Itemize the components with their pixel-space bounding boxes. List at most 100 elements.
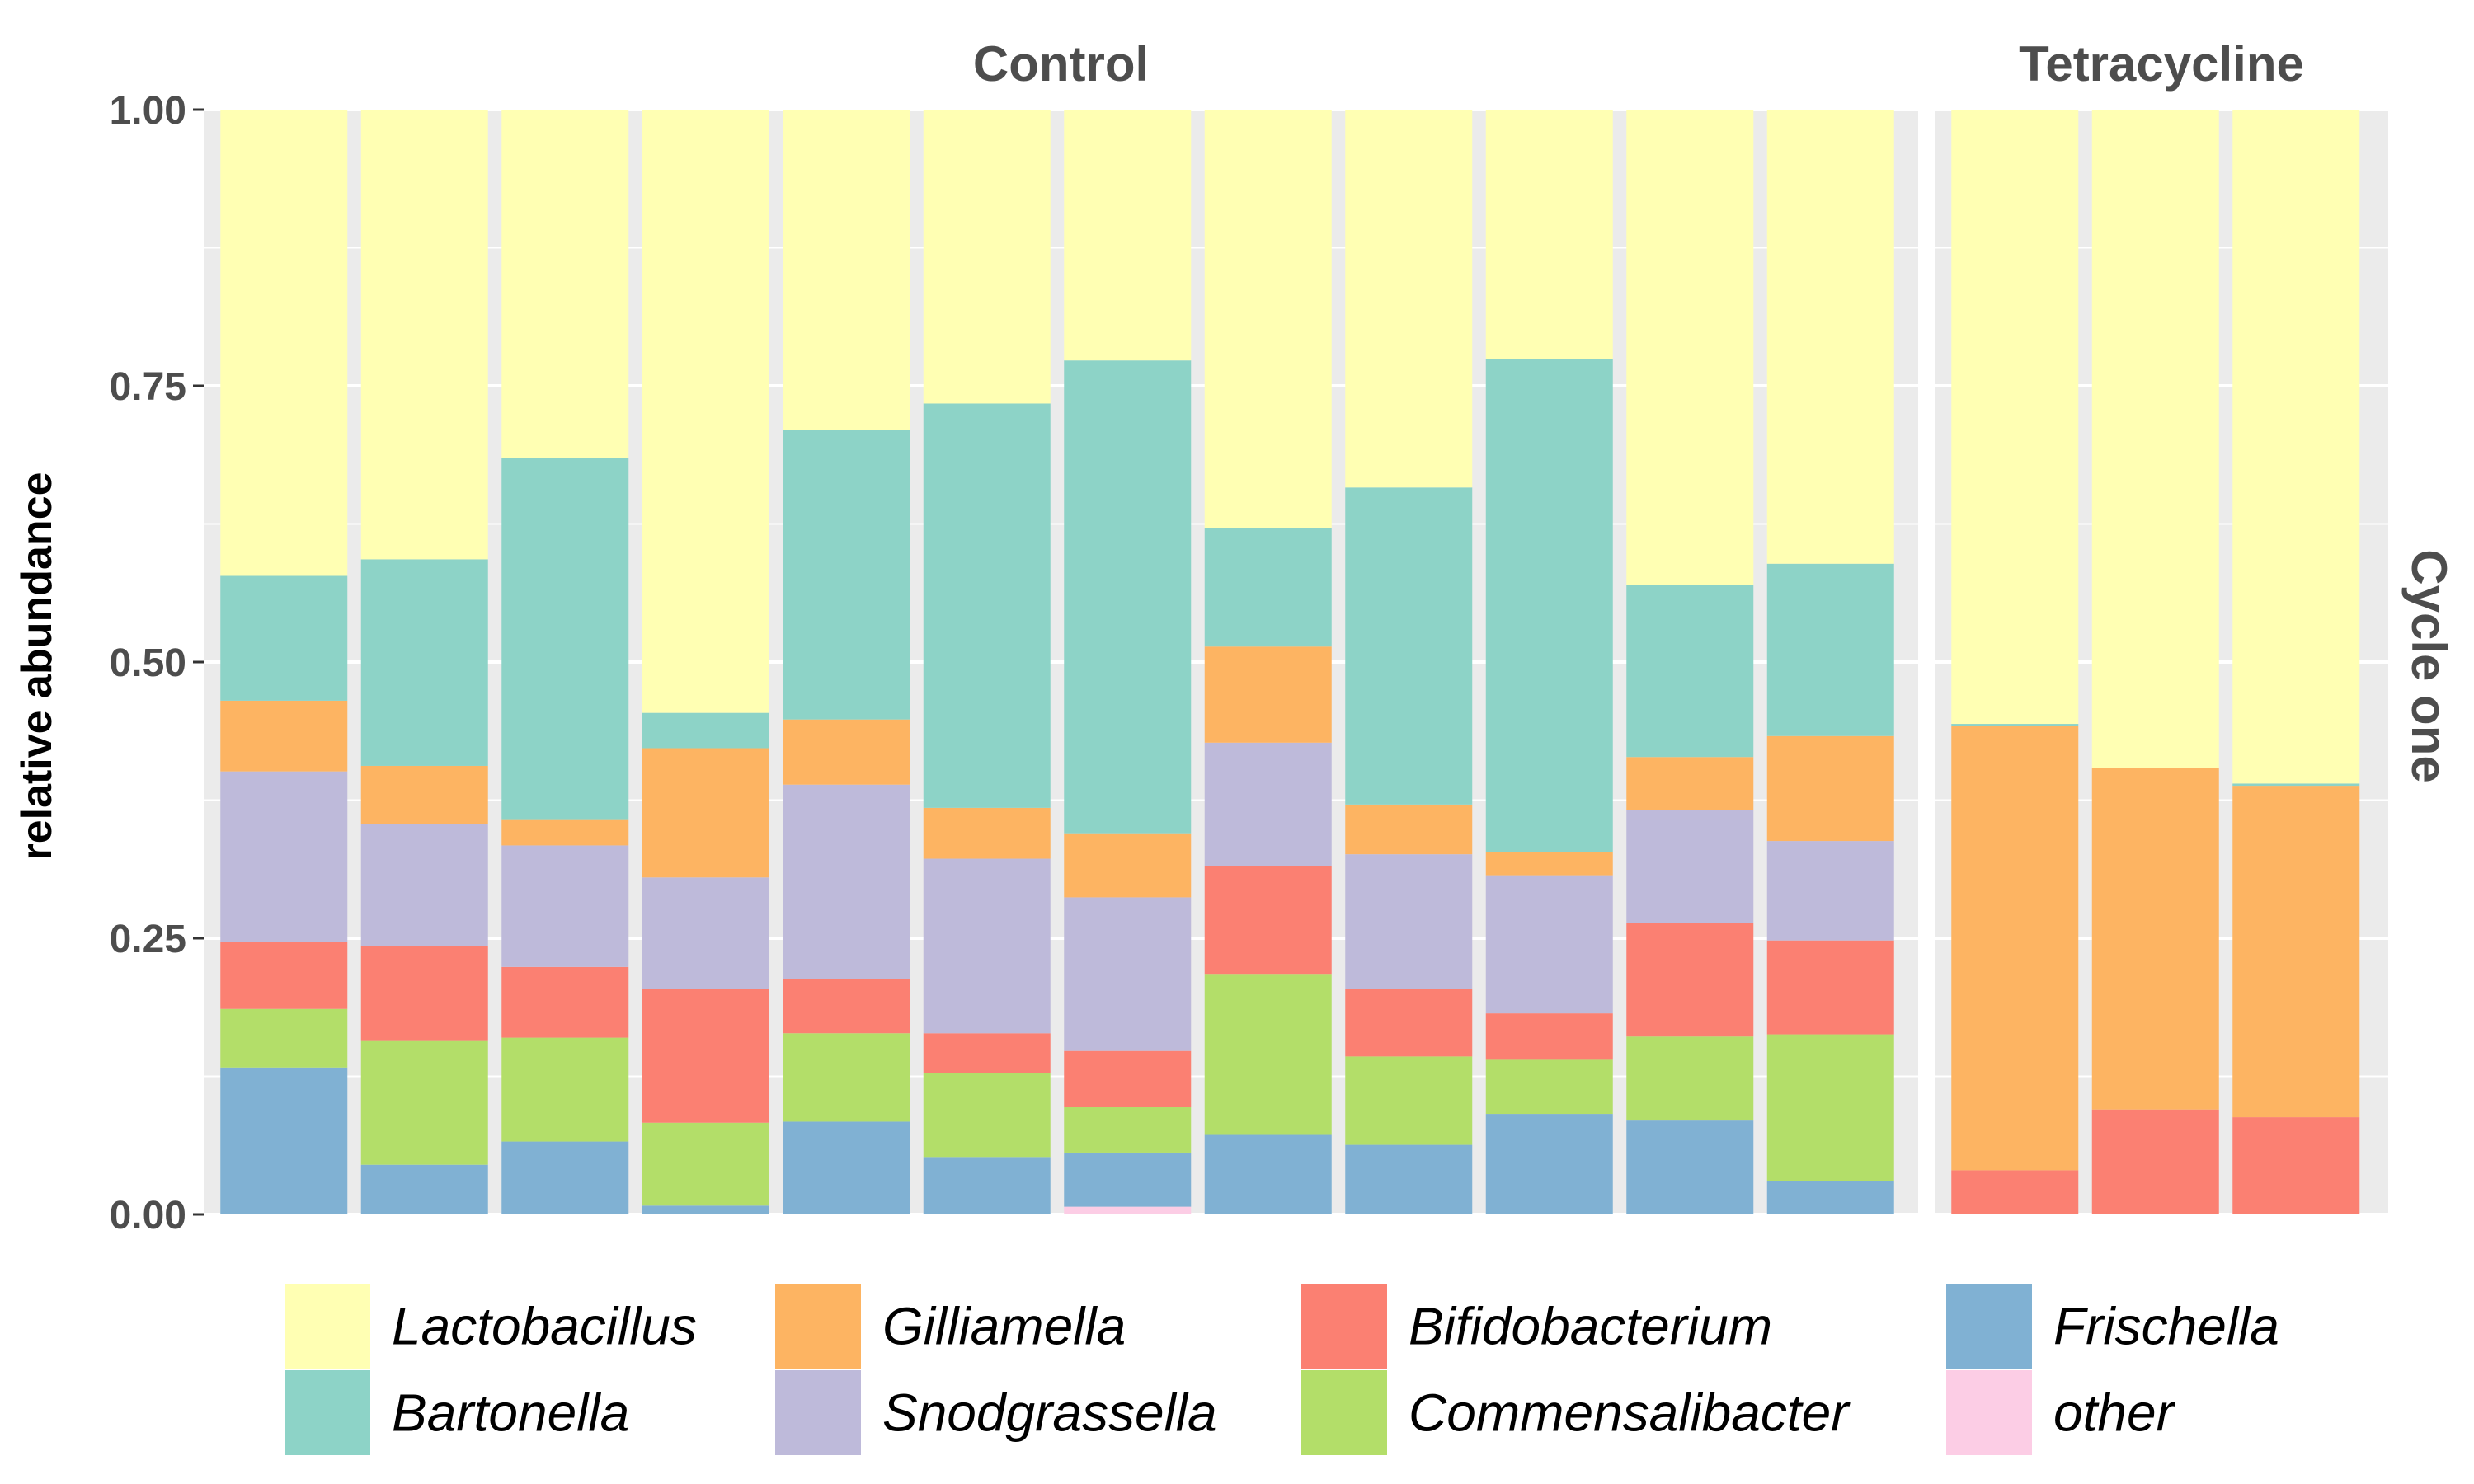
y-tick-label: 0.50	[110, 641, 186, 685]
bar-segment-commensalibacter	[1064, 1107, 1192, 1153]
bar-segment-gilliamella	[360, 765, 488, 824]
y-tick-label: 0.25	[110, 918, 186, 961]
legend-item-lactobacillus: Lactobacillus	[285, 1284, 697, 1369]
bar-segment-bartonella	[783, 430, 910, 720]
bar-segment-snodgrassella	[783, 784, 910, 979]
bar-segment-frischella	[1345, 1144, 1473, 1214]
bar-segment-frischella	[220, 1067, 348, 1214]
legend-label: Lactobacillus	[392, 1297, 697, 1356]
bar-group	[220, 110, 1894, 1214]
bar-segment-bifidobacterium	[501, 966, 629, 1038]
bar-segment-commensalibacter	[501, 1037, 629, 1142]
facet-panel: Control	[204, 36, 1918, 1216]
bar-segment-gilliamella	[1951, 726, 2079, 1171]
legend-key	[285, 1370, 370, 1455]
y-axis-title: relative abundance	[13, 472, 61, 860]
bar-segment-lactobacillus	[642, 110, 769, 713]
bar-segment-bartonella	[1485, 359, 1613, 852]
bar-segment-gilliamella	[220, 700, 348, 772]
legend-item-bartonella: Bartonella	[285, 1370, 629, 1455]
y-axis: 0.00 0.25 0.50 0.75 1.00	[110, 89, 204, 1237]
legend: Lactobacillus Bartonella Gilliamella Snodgr…	[285, 1284, 2279, 1455]
legend-item-frischella: Frischella	[1946, 1284, 2279, 1369]
legend-item-gilliamella: Gilliamella	[775, 1284, 1126, 1369]
legend-item-other: other	[1946, 1370, 2176, 1455]
y-tick-label: 0.00	[110, 1194, 186, 1237]
bar-segment-bartonella	[642, 712, 769, 749]
bar-segment-snodgrassella	[1626, 810, 1754, 923]
bar-segment-bifidobacterium	[923, 1033, 1051, 1073]
bar-segment-other	[1064, 1206, 1192, 1214]
bar-segment-lactobacillus	[1766, 110, 1894, 564]
legend-item-commensalibacter: Commensalibacter	[1301, 1370, 1851, 1455]
bar-segment-snodgrassella	[1485, 875, 1613, 1014]
bar-segment-frischella	[923, 1157, 1051, 1214]
bar-segment-lactobacillus	[220, 110, 348, 576]
facet-panel: Tetracycline	[1935, 36, 2388, 1216]
y-tick-label: 0.75	[110, 365, 186, 409]
bar-segment-gilliamella	[501, 819, 629, 846]
legend-key	[1946, 1370, 2032, 1455]
bar-segment-lactobacillus	[1064, 110, 1192, 361]
bar-segment-frischella	[1064, 1152, 1192, 1207]
bar-segment-gilliamella	[1626, 757, 1754, 810]
bar-segment-lactobacillus	[1951, 110, 2079, 725]
bar-segment-bartonella	[360, 559, 488, 766]
bar-segment-commensalibacter	[220, 1008, 348, 1068]
bar-segment-snodgrassella	[1204, 742, 1332, 866]
bar-segment-gilliamella	[783, 719, 910, 785]
legend-key	[1301, 1284, 1387, 1369]
bar-segment-snodgrassella	[1766, 841, 1894, 941]
bar-segment-bartonella	[923, 403, 1051, 808]
bar-segment-snodgrassella	[1064, 897, 1192, 1051]
legend-label: Commensalibacter	[1409, 1383, 1851, 1443]
bar-segment-commensalibacter	[642, 1122, 769, 1206]
legend-label: Frischella	[2053, 1297, 2279, 1356]
legend-key	[775, 1370, 861, 1455]
bar-segment-gilliamella	[1064, 833, 1192, 898]
bar-segment-frischella	[360, 1164, 488, 1214]
bar-segment-frischella	[501, 1141, 629, 1214]
panel-title: Control	[973, 36, 1149, 92]
bar-segment-frischella	[1626, 1120, 1754, 1214]
panel-title: Tetracycline	[2019, 36, 2304, 92]
bar-segment-commensalibacter	[923, 1073, 1051, 1158]
bar-segment-commensalibacter	[1345, 1056, 1473, 1145]
bar-segment-bartonella	[1951, 724, 2079, 726]
bar-segment-commensalibacter	[1204, 974, 1332, 1135]
bar-group	[1951, 110, 2360, 1214]
bar-segment-commensalibacter	[783, 1033, 910, 1122]
bar-segment-bifidobacterium	[1064, 1050, 1192, 1108]
bar-segment-commensalibacter	[360, 1040, 488, 1165]
legend-label: Bartonella	[392, 1383, 629, 1443]
bar-segment-bartonella	[1064, 360, 1192, 834]
legend-label: Bifidobacterium	[1409, 1297, 1772, 1356]
bar-segment-commensalibacter	[1485, 1059, 1613, 1115]
legend-key	[1946, 1284, 2032, 1369]
bar-segment-lactobacillus	[501, 110, 629, 458]
bar-segment-gilliamella	[2232, 786, 2360, 1118]
bar-segment-snodgrassella	[360, 824, 488, 946]
bar-segment-frischella	[1485, 1114, 1613, 1214]
bar-segment-gilliamella	[1485, 852, 1613, 876]
bar-segment-bifidobacterium	[642, 989, 769, 1123]
bar-segment-bifidobacterium	[2232, 1117, 2360, 1214]
bar-segment-bifidobacterium	[220, 942, 348, 1009]
bar-segment-bartonella	[1345, 487, 1473, 805]
bar-segment-commensalibacter	[1626, 1036, 1754, 1121]
bar-segment-lactobacillus	[360, 110, 488, 560]
legend-key	[775, 1284, 861, 1369]
y-tick-label: 1.00	[110, 89, 186, 133]
bar-segment-bartonella	[1766, 563, 1894, 736]
bar-segment-snodgrassella	[923, 858, 1051, 1034]
bar-segment-frischella	[642, 1205, 769, 1214]
bar-segment-snodgrassella	[642, 877, 769, 989]
bar-segment-snodgrassella	[501, 845, 629, 967]
bar-segment-gilliamella	[2091, 768, 2219, 1110]
bar-segment-lactobacillus	[1626, 110, 1754, 585]
bar-segment-bartonella	[1626, 585, 1754, 758]
row-strip-label: Cycle one	[2401, 549, 2457, 782]
bar-segment-gilliamella	[1204, 646, 1332, 743]
bar-segment-gilliamella	[1766, 735, 1894, 842]
